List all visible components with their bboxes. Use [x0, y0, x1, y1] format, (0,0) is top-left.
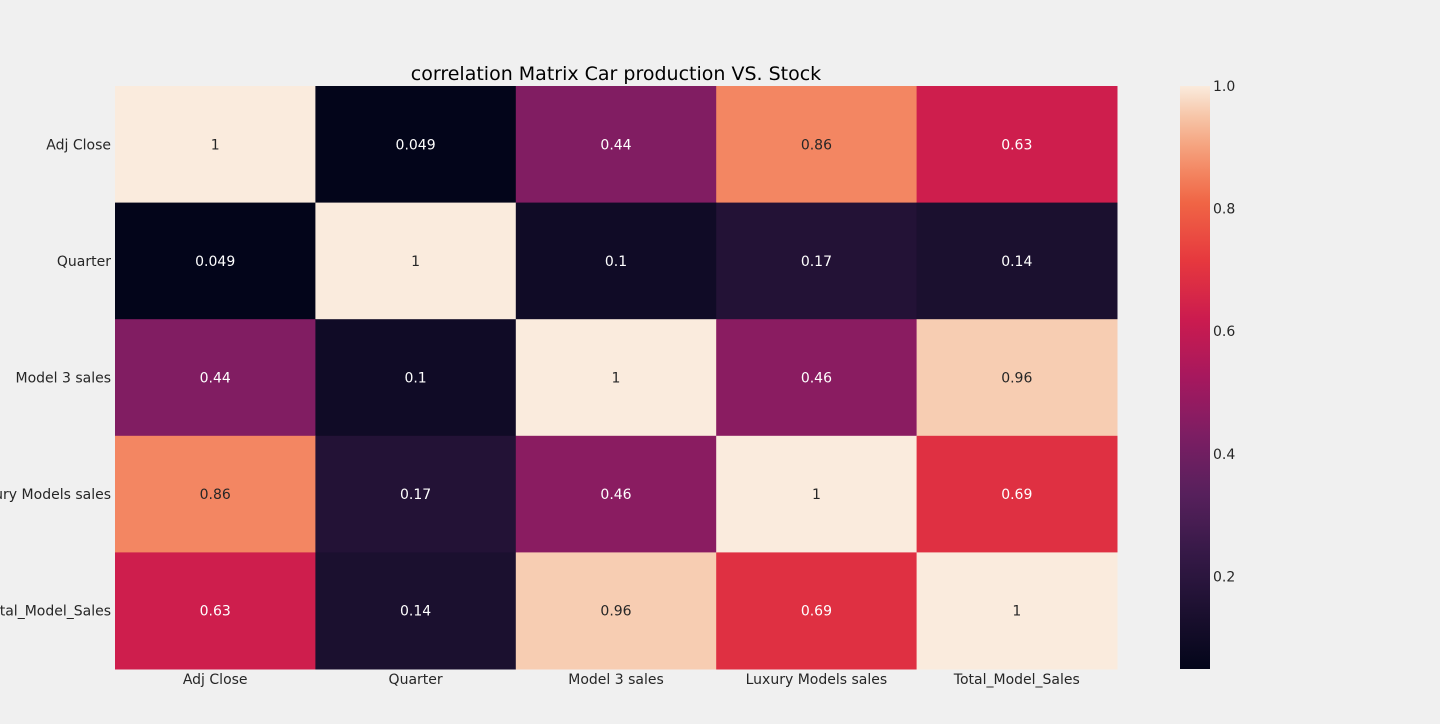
heatmap-cell	[315, 202, 517, 320]
column-tick-labels: Adj Close Quarter Model 3 sales Luxury Mode…	[183, 672, 1080, 688]
column-tick-label: Adj Close	[183, 672, 248, 688]
cell-annotation: 1	[812, 487, 821, 503]
column-tick-label: Model 3 sales	[568, 672, 664, 688]
heatmap-cell	[515, 86, 717, 204]
cell-annotation: 1	[411, 254, 420, 270]
heatmap-cell	[916, 202, 1118, 320]
cell-annotation: 0.96	[600, 604, 631, 620]
cell-annotation: 0.1	[605, 254, 627, 270]
column-tick-label: Quarter	[389, 672, 443, 688]
row-tick-label: Total_Model_Sales	[0, 604, 111, 620]
heatmap-cell	[515, 319, 717, 437]
heatmap-cell	[916, 319, 1118, 437]
column-tick-label: Luxury Models sales	[746, 672, 888, 688]
colorbar-tick-label: 0.6	[1213, 324, 1235, 340]
heatmap-cell	[315, 86, 517, 204]
row-tick-label: Luxury Models sales	[0, 487, 111, 503]
colorbar-tick-label: 0.2	[1213, 569, 1235, 585]
heatmap-cell	[916, 552, 1118, 670]
cell-annotation: 0.63	[200, 604, 231, 620]
cell-annotation: 0.44	[200, 371, 231, 387]
cell-annotation: 0.049	[195, 254, 235, 270]
cell-annotation: 0.44	[600, 137, 631, 153]
heatmap-cells: 1 0.049 0.44 0.86 0.63 0.049 1 0.1 0.17 0.14 0.44 0…	[115, 86, 1118, 670]
heatmap-cell	[315, 552, 517, 670]
heatmap-cell	[716, 86, 918, 204]
cell-annotation: 0.96	[1001, 371, 1032, 387]
heatmap-cell	[716, 319, 918, 437]
heatmap-cell	[115, 319, 316, 437]
heatmap-cell	[916, 86, 1118, 204]
cell-annotation: 0.1	[404, 371, 426, 387]
colorbar-gradient	[1180, 86, 1210, 669]
cell-annotation: 0.69	[1001, 487, 1032, 503]
row-tick-label: Quarter	[57, 254, 111, 270]
colorbar-tick-label: 0.8	[1213, 202, 1235, 218]
heatmap-cell	[115, 435, 316, 553]
heatmap-cell	[115, 552, 316, 670]
heatmap-cell	[315, 319, 517, 437]
cell-annotation: 0.69	[801, 604, 832, 620]
heatmap-cell	[115, 202, 316, 320]
chart-title: correlation Matrix Car production VS. St…	[411, 63, 821, 85]
row-tick-label: Adj Close	[46, 137, 111, 153]
heatmap-cell	[716, 435, 918, 553]
colorbar: 0.2 0.4 0.6 0.8 1.0	[1180, 79, 1235, 669]
cell-annotation: 0.63	[1001, 137, 1032, 153]
colorbar-tick-label: 1.0	[1213, 79, 1235, 95]
cell-annotation: 1	[211, 137, 220, 153]
cell-annotation: 0.049	[396, 137, 436, 153]
heatmap-cell	[716, 552, 918, 670]
cell-annotation: 1	[612, 371, 621, 387]
heatmap-cell	[315, 435, 517, 553]
cell-annotation: 0.46	[801, 371, 832, 387]
heatmap-cell	[716, 202, 918, 320]
heatmap-cell	[916, 435, 1118, 553]
cell-annotation: 0.46	[600, 487, 631, 503]
cell-annotation: 0.17	[400, 487, 431, 503]
heatmap-cell	[515, 435, 717, 553]
column-tick-label: Total_Model_Sales	[953, 672, 1080, 688]
colorbar-tick-label: 0.4	[1213, 447, 1235, 463]
cell-annotation: 0.17	[801, 254, 832, 270]
heatmap-cell	[115, 86, 316, 204]
cell-annotation: 0.14	[1001, 254, 1032, 270]
heatmap-cell	[515, 552, 717, 670]
heatmap-cell	[515, 202, 717, 320]
cell-annotation: 0.14	[400, 604, 431, 620]
cell-annotation: 1	[1012, 604, 1021, 620]
row-tick-label: Model 3 sales	[15, 371, 111, 387]
cell-annotation: 0.86	[200, 487, 231, 503]
row-tick-labels: Adj Close Quarter Model 3 sales Luxury Mode…	[0, 137, 111, 619]
cell-annotation: 0.86	[801, 137, 832, 153]
